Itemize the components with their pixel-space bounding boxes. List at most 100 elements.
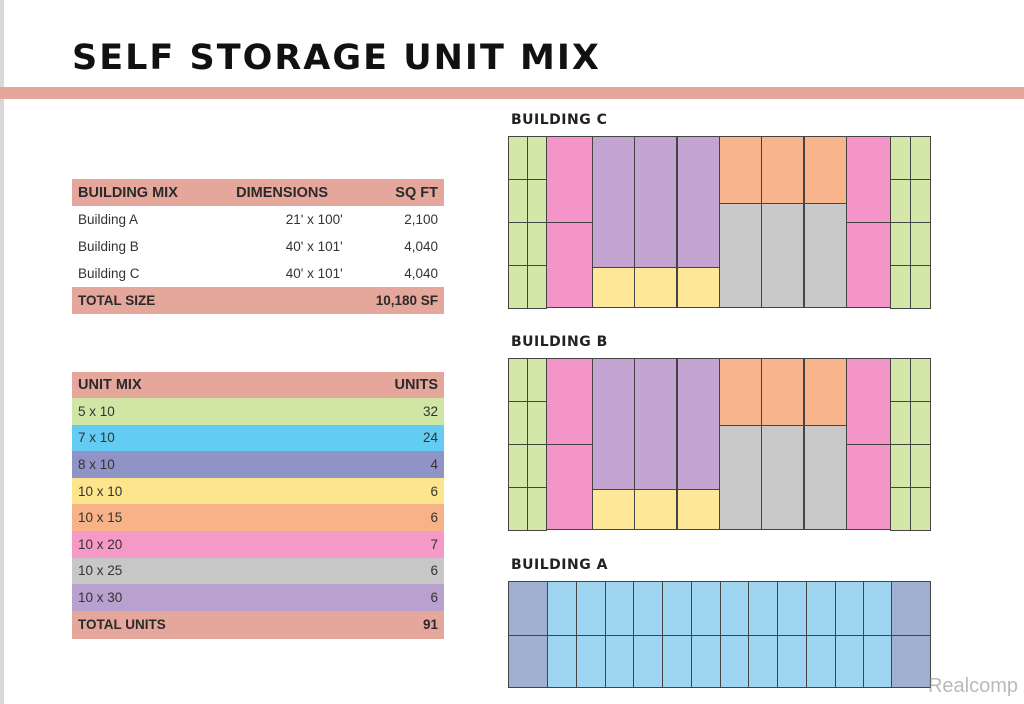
unit-10x10 — [676, 489, 720, 530]
unit-5x10 — [910, 136, 931, 180]
unit-size: 7 x 10 — [78, 430, 115, 446]
unit-5x10 — [890, 358, 911, 402]
table-row: 10 x 15 6 — [72, 504, 444, 531]
unit-count: 6 — [430, 483, 438, 499]
unit-5x10 — [508, 401, 528, 445]
unit-5x10 — [890, 401, 911, 445]
unit-10x15 — [761, 136, 805, 204]
total-size-row: TOTAL SIZE 10,180 SF — [72, 287, 444, 314]
unit-10x20 — [546, 358, 593, 445]
unit-5x10 — [910, 444, 931, 488]
unit-10x10 — [592, 489, 635, 530]
unit-7x10 — [662, 634, 692, 688]
unit-5x10 — [527, 401, 547, 445]
unit-7x10 — [777, 581, 807, 636]
total-units-label: TOTAL UNITS — [72, 610, 311, 639]
building-dimensions: 40' x 101' — [285, 266, 343, 281]
unit-mix-table: UNIT MIX UNITS 5 x 10 32 7 x 10 24 8 x 1… — [72, 372, 444, 639]
unit-10x15 — [761, 358, 805, 426]
unit-10x30 — [676, 358, 720, 490]
unit-5x10 — [910, 358, 931, 402]
unit-10x10 — [676, 267, 720, 308]
unit-5x10 — [527, 487, 547, 531]
building-name: Building C — [78, 266, 140, 281]
unit-10x20 — [546, 136, 593, 223]
unit-5x10 — [527, 444, 547, 488]
unit-7x10 — [777, 634, 807, 688]
unit-5x10 — [508, 222, 528, 266]
unit-5x10 — [890, 136, 911, 180]
unit-5x10 — [527, 222, 547, 266]
unit-size: 5 x 10 — [78, 403, 115, 419]
building-c-floorplan — [508, 136, 931, 309]
unit-5x10 — [910, 222, 931, 266]
unit-5x10 — [527, 358, 547, 402]
unit-count: 32 — [422, 403, 438, 419]
unit-mix-header: UNIT MIX — [72, 372, 311, 398]
table-row: 10 x 30 6 — [72, 584, 444, 611]
unit-8x10 — [508, 634, 548, 688]
unit-5x10 — [527, 136, 547, 180]
unit-7x10 — [604, 581, 635, 636]
unit-5x10 — [508, 358, 528, 402]
unit-10x15 — [719, 136, 762, 204]
unit-10x25 — [761, 203, 805, 308]
unit-10x25 — [761, 425, 805, 530]
building-a-floorplan — [508, 581, 931, 688]
unit-5x10 — [890, 487, 911, 531]
building-a-label: BUILDING A — [511, 557, 608, 573]
unit-10x10 — [634, 489, 678, 530]
table-row: Building B 40' x 101' 4,040 — [72, 233, 444, 260]
unit-10x20 — [846, 444, 891, 530]
unit-10x20 — [846, 222, 891, 308]
unit-count: 24 — [422, 430, 438, 446]
building-name: Building B — [78, 239, 139, 254]
unit-10x20 — [546, 444, 593, 530]
unit-10x25 — [803, 203, 847, 308]
unit-10x25 — [719, 203, 762, 308]
building-mix-header: BUILDING MIX — [72, 179, 216, 206]
unit-5x10 — [508, 487, 528, 531]
unit-size: 10 x 10 — [78, 483, 123, 499]
building-dimensions: 40' x 101' — [285, 239, 343, 254]
unit-10x10 — [634, 267, 678, 308]
table-row: 10 x 20 7 — [72, 530, 444, 558]
building-mix-table: BUILDING MIX DIMENSIONS SQ FT Building A… — [72, 179, 444, 314]
unit-7x10 — [748, 581, 778, 636]
unit-7x10 — [575, 581, 606, 636]
sqft-header: SQ FT — [348, 179, 444, 206]
units-header: UNITS — [311, 372, 444, 398]
dimensions-header: DIMENSIONS — [215, 179, 349, 206]
unit-7x10 — [719, 634, 750, 688]
building-dimensions: 21' x 100' — [285, 212, 343, 227]
unit-5x10 — [508, 136, 528, 180]
unit-7x10 — [633, 581, 663, 636]
unit-5x10 — [508, 265, 528, 309]
total-size-spacer — [215, 287, 349, 314]
unit-5x10 — [910, 265, 931, 309]
building-sqft: 2,100 — [404, 212, 438, 227]
unit-7x10 — [805, 581, 836, 636]
total-units-row: TOTAL UNITS 91 — [72, 610, 444, 639]
unit-7x10 — [575, 634, 606, 688]
unit-7x10 — [863, 634, 893, 688]
table-row: 5 x 10 32 — [72, 398, 444, 425]
unit-count: 6 — [430, 589, 438, 605]
unit-7x10 — [690, 581, 721, 636]
unit-count: 7 — [430, 536, 438, 552]
building-name: Building A — [78, 212, 139, 227]
table-row: Building A 21' x 100' 2,100 — [72, 206, 444, 233]
unit-size: 10 x 30 — [78, 589, 123, 605]
unit-5x10 — [910, 401, 931, 445]
unit-7x10 — [719, 581, 750, 636]
unit-8x10 — [891, 581, 931, 636]
unit-5x10 — [527, 265, 547, 309]
unit-7x10 — [834, 634, 865, 688]
unit-7x10 — [547, 581, 577, 636]
realcomp-watermark: Realcomp — [927, 675, 1018, 697]
building-sqft: 4,040 — [404, 266, 438, 281]
unit-7x10 — [863, 581, 893, 636]
unit-count: 6 — [430, 563, 438, 579]
page-title: SELF STORAGE UNIT MIX — [72, 38, 601, 78]
unit-7x10 — [633, 634, 663, 688]
